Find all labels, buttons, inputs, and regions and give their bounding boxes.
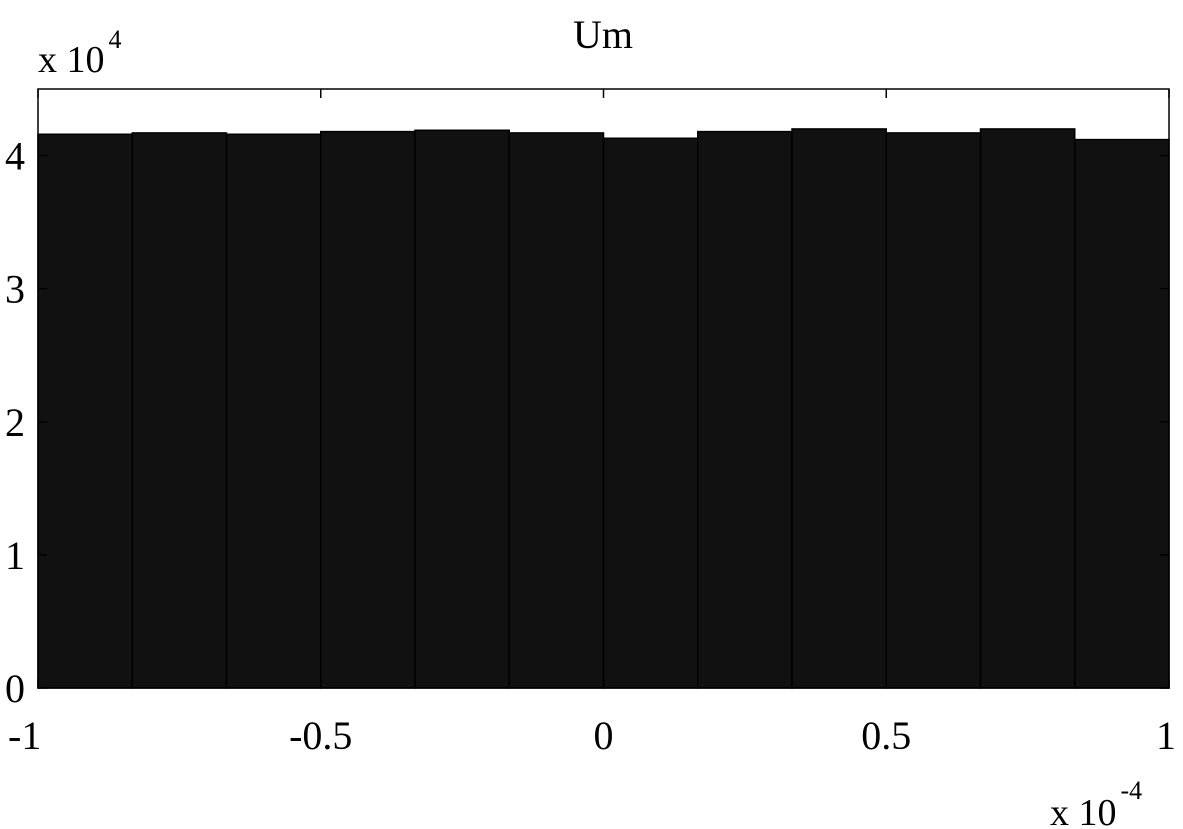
histogram-bar: [131, 132, 228, 689]
bars-group: [37, 128, 1170, 689]
ticks-group: [37, 89, 1170, 689]
histogram-bar: [1073, 138, 1170, 689]
y-tick-label: 3: [5, 267, 25, 312]
y-tick-label: 2: [5, 400, 25, 445]
x-tick-label: -1: [8, 713, 41, 758]
histogram-bar: [414, 129, 510, 689]
x-multiplier: x 10-4: [1050, 776, 1142, 829]
histogram-bar: [885, 132, 982, 689]
y-tick-label: 1: [5, 533, 25, 578]
y-multiplier-exponent: 4: [109, 25, 122, 54]
x-multiplier-base: x 10: [1050, 792, 1117, 829]
y-multiplier: x 10 4: [38, 25, 122, 81]
histogram-bar: [979, 128, 1076, 689]
y-tick-label: 4: [5, 134, 25, 179]
histogram-bar: [225, 133, 322, 689]
chart-title: Um: [573, 12, 633, 57]
x-tick-label: 1: [1156, 713, 1176, 758]
histogram-bar: [508, 132, 605, 689]
histogram-bar: [320, 130, 416, 689]
x-tick-label: 0.5: [861, 713, 911, 758]
x-tick-label: 0: [594, 713, 614, 758]
tick-labels-group: -1 -0.5 0 0.5 1 0 1 2 3 4: [5, 134, 1176, 758]
histogram-bar: [697, 130, 793, 689]
y-multiplier-base: x 10: [38, 39, 105, 81]
x-multiplier-exponent: -4: [1121, 776, 1143, 805]
histogram-bar: [602, 137, 699, 689]
histogram-bar: [37, 133, 134, 689]
y-tick-label: 0: [5, 666, 25, 711]
x-tick-label: -0.5: [289, 713, 352, 758]
histogram-bar: [791, 128, 887, 689]
